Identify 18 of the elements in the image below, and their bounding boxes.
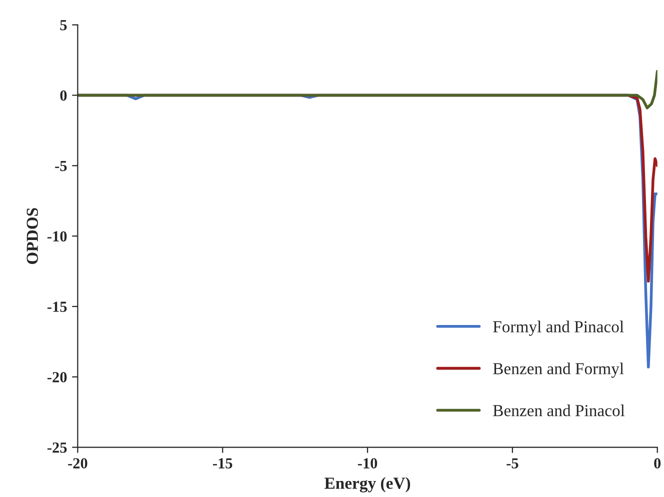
x-tick-label: -5	[506, 458, 518, 468]
y-tick-label: 0	[60, 90, 67, 101]
legend-label: Benzen and Formyl	[493, 362, 624, 378]
x-tick-label: 0	[654, 458, 661, 468]
y-tick-label: -10	[47, 231, 67, 242]
legend-label: Formyl and Pinacol	[493, 320, 624, 336]
x-axis-title: Energy (eV)	[324, 477, 410, 492]
y-tick-label: -5	[55, 160, 67, 172]
x-tick-label: -20	[68, 458, 88, 468]
y-tick-label: -20	[47, 372, 67, 382]
x-tick-label: -15	[212, 458, 232, 468]
line-series	[78, 70, 658, 110]
legend-label: Benzen and Pinacol	[493, 404, 625, 416]
y-tick-label: -25	[47, 442, 67, 453]
x-tick-label: -10	[358, 458, 378, 468]
y-axis-title: OPDOS	[26, 208, 38, 264]
y-tick-label: -15	[47, 302, 67, 312]
y-tick-label: 5	[60, 20, 67, 30]
